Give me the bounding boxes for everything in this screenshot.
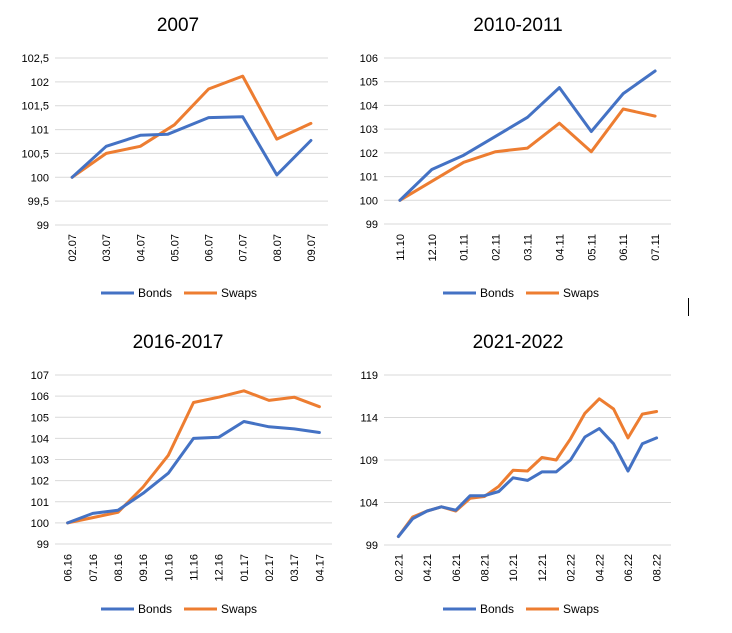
y-tick-label: 102 (360, 148, 378, 160)
series-line-bonds (396, 427, 659, 538)
x-tick-label: 10.16 (163, 554, 175, 582)
y-tick-label: 104 (31, 433, 49, 445)
y-tick-label: 104 (360, 100, 378, 112)
x-tick-label: 12.10 (427, 234, 439, 262)
x-tick-label: 02.11 (491, 234, 503, 261)
y-tick-label: 101 (31, 125, 49, 137)
x-tick-label: 04.11 (554, 234, 566, 261)
x-tick-label: 09.07 (306, 234, 318, 262)
series-line-swaps (66, 389, 321, 525)
x-tick-label: 01.17 (239, 554, 251, 582)
x-tick-label: 08.07 (272, 234, 284, 262)
x-tick-label: 09.16 (138, 554, 150, 582)
x-tick-label: 03.17 (289, 554, 301, 582)
x-tick-label: 12.16 (214, 554, 226, 582)
chart-title: 2010-2011 (473, 15, 562, 36)
x-tick-label: 11.10 (395, 234, 407, 261)
y-tick-label: 103 (31, 455, 49, 467)
x-tick-label: 05.07 (169, 234, 181, 262)
x-tick-label: 02.17 (264, 554, 276, 582)
y-tick-label: 102 (31, 476, 49, 488)
y-tick-label: 119 (360, 370, 378, 382)
legend-label-bonds: Bonds (480, 602, 514, 616)
y-tick-label: 99 (366, 540, 378, 552)
x-tick-label: 06.11 (618, 234, 630, 261)
chart-title: 2007 (157, 15, 199, 36)
x-tick-label: 03.07 (101, 234, 113, 262)
series-line-swaps (70, 74, 313, 179)
text-cursor (688, 298, 689, 316)
x-tick-label: 11.16 (189, 554, 201, 581)
chart-title: 2016-2017 (133, 332, 224, 353)
y-tick-label: 99 (366, 219, 378, 231)
y-tick-label: 105 (31, 412, 49, 424)
y-tick-label: 114 (360, 413, 378, 425)
y-tick-label: 99 (37, 539, 49, 551)
x-tick-label: 02.21 (393, 554, 405, 582)
y-tick-label: 109 (360, 455, 378, 467)
chart-panel-4: 2021-2022 99 104 109 114 119 02.21 04.21 06.21 08… (360, 332, 671, 616)
legend-label-bonds: Bonds (480, 286, 514, 300)
x-tick-label: 04.21 (422, 554, 434, 582)
chart-title: 2021-2022 (473, 332, 564, 353)
x-tick-label: 03.11 (523, 234, 535, 261)
legend-label-swaps: Swaps (563, 286, 599, 300)
y-tick-label: 102 (31, 77, 49, 89)
y-tick-label: 101,5 (21, 101, 49, 113)
x-tick-label: 10.21 (508, 554, 520, 582)
legend-label-swaps: Swaps (221, 286, 257, 300)
x-tick-label: 08.16 (113, 554, 125, 582)
x-tick-label: 07.07 (238, 234, 250, 262)
series-line-bonds (66, 420, 321, 525)
y-tick-label: 101 (360, 172, 378, 184)
x-tick-label: 04.22 (594, 554, 606, 582)
legend-label-bonds: Bonds (138, 602, 172, 616)
x-tick-label: 02.07 (67, 234, 79, 262)
x-tick-label: 07.11 (650, 234, 662, 261)
y-tick-label: 104 (360, 498, 378, 510)
x-tick-label: 06.22 (623, 554, 635, 582)
y-tick-label: 101 (31, 497, 49, 509)
y-tick-label: 100 (360, 195, 378, 207)
x-tick-label: 12.21 (537, 554, 549, 582)
y-tick-label: 105 (360, 77, 378, 89)
x-tick-label: 08.21 (479, 554, 491, 582)
series-line-swaps (398, 107, 657, 202)
series-line-bonds (70, 115, 313, 179)
series-line-bonds (398, 69, 657, 202)
legend-label-bonds: Bonds (138, 286, 172, 300)
x-tick-label: 04.07 (135, 234, 147, 262)
x-tick-label: 01.11 (459, 234, 471, 261)
x-tick-label: 08.22 (652, 554, 664, 582)
y-tick-label: 100 (31, 172, 49, 184)
legend-label-swaps: Swaps (221, 602, 257, 616)
x-tick-label: 07.16 (88, 554, 100, 582)
chart-panel-1: 2007 99 99,5 100 100,5 101 101,5 102 102,5 02.07 0… (21, 15, 328, 300)
y-tick-label: 107 (31, 370, 49, 382)
x-tick-label: 06.21 (451, 554, 463, 582)
y-tick-label: 103 (360, 124, 378, 136)
x-tick-label: 05.11 (586, 234, 598, 261)
y-tick-label: 100 (31, 518, 49, 530)
y-tick-label: 99 (37, 220, 49, 232)
x-tick-label: 06.16 (63, 554, 75, 582)
series-line-swaps (396, 397, 659, 538)
y-tick-label: 106 (31, 391, 49, 403)
y-tick-label: 102,5 (21, 53, 49, 65)
chart-panel-2: 2010-2011 99 100 101 102 103 104 105 106 11.10 12.… (360, 15, 671, 300)
y-tick-label: 99,5 (28, 196, 49, 208)
legend-label-swaps: Swaps (563, 602, 599, 616)
chart-panel-3: 2016-2017 99 100 101 102 103 104 105 106 107 06.16… (31, 332, 332, 616)
x-tick-label: 04.17 (314, 554, 326, 582)
y-tick-label: 100,5 (21, 148, 49, 160)
x-tick-label: 06.07 (204, 234, 216, 262)
x-tick-label: 02.22 (566, 554, 578, 582)
y-tick-label: 106 (360, 53, 378, 65)
